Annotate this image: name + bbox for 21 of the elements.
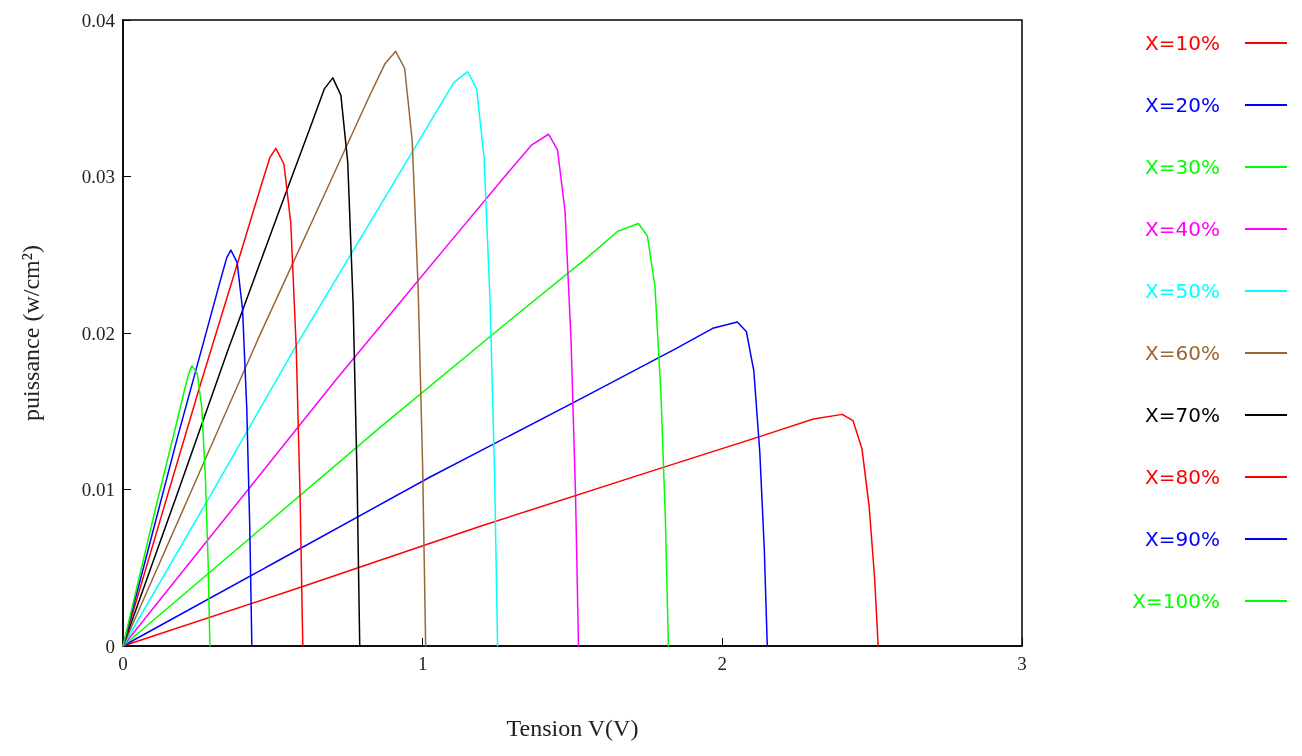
legend-label: X=80% [1145, 465, 1220, 489]
y-tick-label: 0.04 [81, 9, 116, 31]
legend-label: X=60% [1145, 341, 1220, 365]
legend-label: X=50% [1145, 279, 1220, 303]
x-axis-title: Tension V(V) [506, 715, 639, 741]
y-tick-label: 0 [105, 635, 115, 657]
x-tick-label: 0 [118, 653, 128, 674]
legend-label: X=100% [1132, 589, 1220, 613]
x-tick-label: 3 [1017, 653, 1027, 674]
x-tick-label: 1 [417, 653, 428, 674]
legend-label: X=30% [1145, 155, 1220, 179]
legend-label: X=70% [1145, 403, 1220, 427]
legend-label: X=40% [1145, 217, 1220, 241]
y-tick-label: 0.01 [81, 479, 115, 500]
y-tick-label: 0.02 [81, 322, 115, 344]
y-tick-label: 0.03 [81, 166, 115, 187]
legend-label: X=20% [1145, 93, 1220, 117]
y-axis-title: puissance (w/cm²) [18, 245, 44, 421]
x-tick-label: 2 [717, 653, 728, 674]
legend-label: X=10% [1145, 31, 1220, 55]
legend-label: X=90% [1145, 527, 1220, 551]
